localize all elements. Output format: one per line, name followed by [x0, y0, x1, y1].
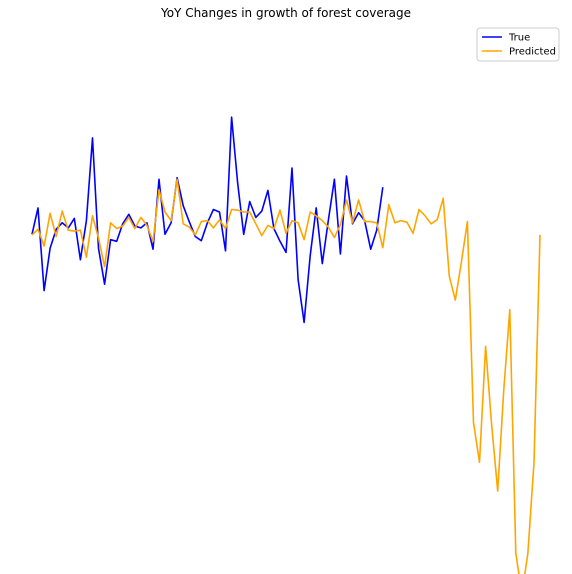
legend-label-true: True	[508, 33, 530, 44]
series-line-true	[31, 116, 384, 324]
series-line-predicted	[31, 178, 541, 574]
legend: True Predicted	[476, 27, 560, 62]
plot-layer	[31, 116, 541, 574]
chart-title: YoY Changes in growth of forest coverage	[160, 6, 411, 20]
legend-label-predicted: Predicted	[509, 47, 556, 58]
